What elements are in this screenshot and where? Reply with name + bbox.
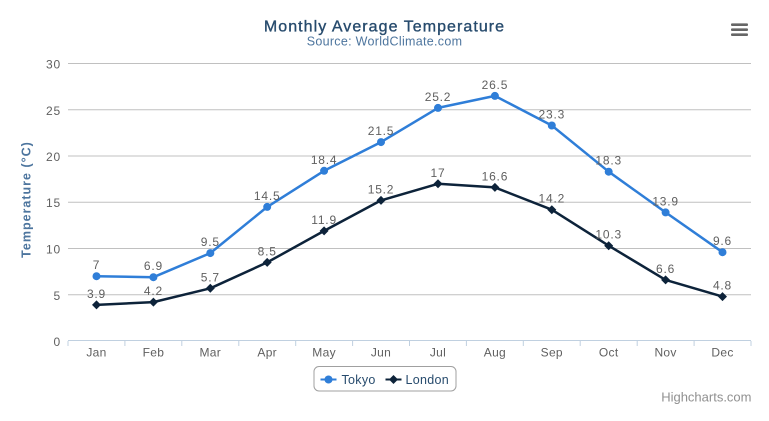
svg-text:15.2: 15.2 [368,182,395,196]
svg-text:10.3: 10.3 [595,228,622,242]
svg-text:26.5: 26.5 [482,78,509,92]
svg-text:7: 7 [93,258,100,272]
svg-text:Oct: Oct [599,345,619,359]
svg-text:Tokyo: Tokyo [342,373,376,387]
svg-text:10: 10 [46,243,61,257]
svg-text:18.4: 18.4 [311,153,338,167]
svg-text:Source: WorldClimate.com: Source: WorldClimate.com [307,35,463,49]
svg-text:16.6: 16.6 [482,169,509,183]
svg-text:0: 0 [54,335,61,349]
svg-text:11.9: 11.9 [311,213,337,227]
svg-text:23.3: 23.3 [539,108,566,122]
svg-text:Jul: Jul [430,345,446,359]
svg-text:13.9: 13.9 [652,194,679,208]
svg-text:25.2: 25.2 [425,90,452,104]
svg-text:17: 17 [431,166,446,180]
svg-text:9.6: 9.6 [713,234,732,248]
svg-text:8.5: 8.5 [258,244,277,258]
svg-text:6.9: 6.9 [144,259,163,273]
svg-text:Jun: Jun [371,345,391,359]
svg-text:London: London [406,373,450,387]
svg-text:Nov: Nov [654,345,676,359]
svg-text:Mar: Mar [200,345,222,359]
svg-text:9.5: 9.5 [201,235,220,249]
svg-text:6.6: 6.6 [656,262,675,276]
svg-text:Highcharts.com: Highcharts.com [661,390,751,405]
svg-text:14.5: 14.5 [254,189,281,203]
svg-text:21.5: 21.5 [368,124,395,138]
svg-text:5.7: 5.7 [201,270,220,284]
svg-text:Temperature (°C): Temperature (°C) [20,141,34,258]
svg-text:15: 15 [46,196,61,210]
svg-text:3.9: 3.9 [87,287,106,301]
svg-text:18.3: 18.3 [595,154,622,168]
svg-text:20: 20 [46,150,61,164]
svg-text:14.2: 14.2 [539,192,566,206]
svg-text:25: 25 [46,104,61,118]
svg-text:4.2: 4.2 [144,284,163,298]
svg-text:May: May [312,345,336,359]
svg-text:Dec: Dec [711,345,733,359]
svg-text:Sep: Sep [541,345,563,359]
svg-text:Feb: Feb [143,345,165,359]
svg-text:30: 30 [46,58,61,72]
svg-text:Jan: Jan [86,345,106,359]
svg-text:Apr: Apr [257,345,277,359]
svg-text:Aug: Aug [484,345,506,359]
svg-text:Monthly Average Temperature: Monthly Average Temperature [264,19,505,36]
svg-text:4.8: 4.8 [713,279,732,293]
svg-text:5: 5 [54,289,61,303]
